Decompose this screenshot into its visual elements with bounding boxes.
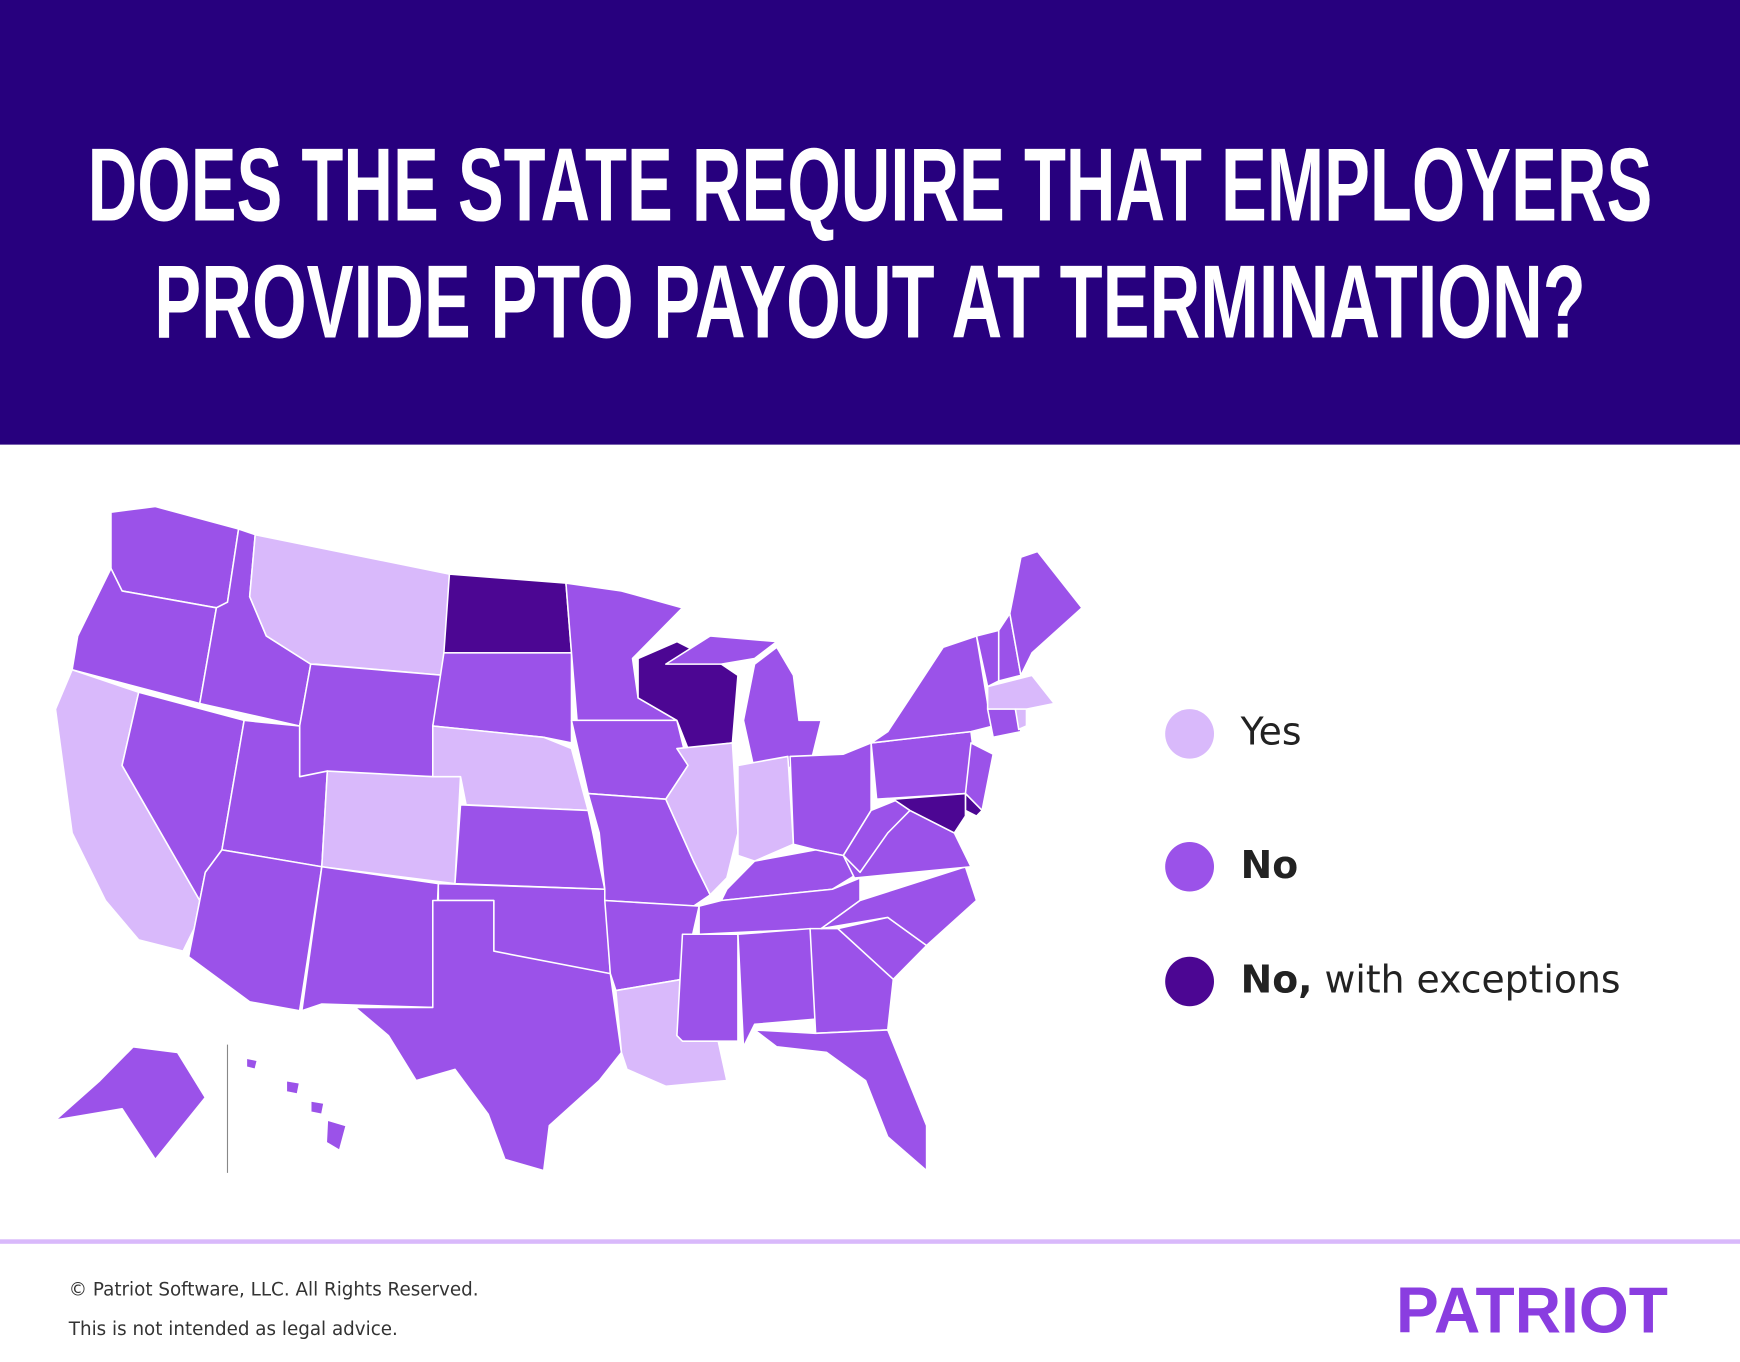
title-line: DOES THE STATE REQUIRE THAT EMPLOYERS [88,127,1653,243]
state [665,635,778,665]
legend-swatch [1165,841,1215,892]
legend-label: Yes [1240,709,1302,753]
legend-label-text: No, [1241,957,1313,1001]
title-line: PROVIDE PTO PAYOUT AT TERMINATION? [154,244,1586,360]
state [1009,550,1083,677]
state [321,770,462,885]
us-map [54,505,1083,1173]
state [737,755,795,862]
state [301,865,440,1012]
state [454,804,606,891]
legend-swatch [1165,709,1215,759]
state [285,1079,301,1095]
disclaimer: This is not intended as legal advice. [68,1319,398,1340]
state [298,663,445,778]
state [245,1057,259,1071]
state [892,792,967,834]
legend-swatch [1165,956,1215,1007]
legend-label: No [1241,842,1299,886]
state [742,646,822,772]
state [870,635,994,744]
legend-detail: with exceptions [1324,957,1620,1001]
state [187,849,323,1012]
state [354,899,623,1172]
state [986,674,1055,710]
state [676,933,739,1042]
legend-label-text: No [1241,842,1299,886]
state [820,865,978,947]
state [309,1100,325,1116]
state [570,719,689,800]
legend: Yes No No, with exceptions [1165,709,1621,1007]
legend-label: No, with exceptions [1241,957,1621,1001]
state [737,927,822,1048]
state [698,877,861,936]
state [54,1046,207,1161]
state [325,1119,348,1152]
copyright: © Patriot Software, LLC. All Rights Rese… [69,1279,479,1300]
logo: PATRIOT [1396,1273,1668,1347]
header-band [0,0,1740,445]
footer-rule [0,1239,1740,1244]
state [753,1029,928,1172]
state [665,742,739,896]
state [986,708,1022,739]
state [1014,708,1028,731]
state [443,573,573,654]
state [432,652,573,744]
